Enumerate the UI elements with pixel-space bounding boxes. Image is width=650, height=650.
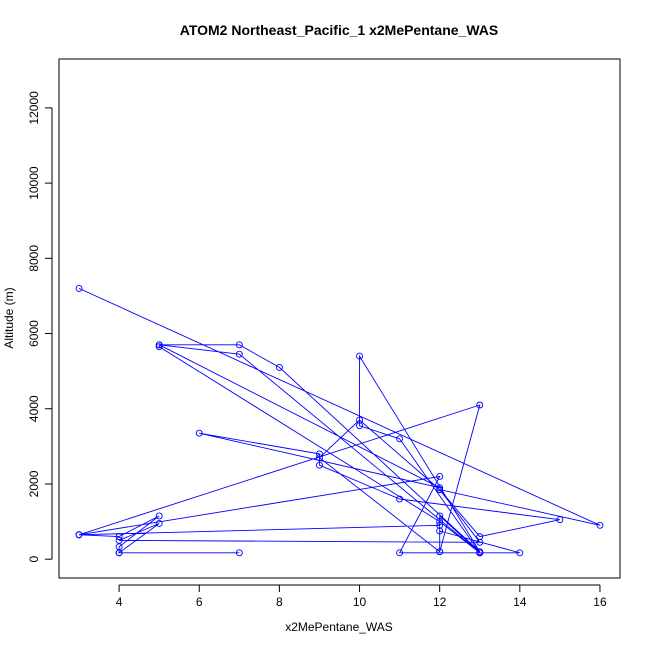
- data-point: [476, 549, 484, 557]
- data-point: [436, 486, 444, 494]
- data-point: [396, 435, 404, 443]
- x-tick-label: 16: [593, 595, 607, 609]
- data-point: [596, 521, 604, 529]
- x-tick-label: 12: [433, 595, 447, 609]
- y-tick-label: 0: [27, 556, 41, 563]
- x-tick-label: 6: [196, 595, 203, 609]
- axes: 4 6 8 10 12 14 16 0 2000 4000 6000 8000 10000 12000: [27, 91, 607, 609]
- data-point: [195, 429, 203, 437]
- y-tick-label: 12000: [27, 91, 41, 125]
- data-point: [316, 454, 323, 462]
- plot-area: [75, 284, 604, 557]
- data-point: [476, 401, 484, 409]
- data-point: [75, 531, 83, 539]
- series-line: [78, 287, 601, 554]
- data-point: [155, 520, 163, 527]
- data-point: [436, 527, 444, 535]
- data-point: [396, 495, 404, 503]
- data-point: [75, 284, 83, 292]
- data-point: [396, 549, 404, 557]
- y-tick-label: 8000: [27, 245, 41, 272]
- data-point: [516, 549, 524, 557]
- data-point: [115, 533, 123, 541]
- y-tick-label: 2000: [27, 470, 41, 497]
- y-tick-label: 6000: [27, 320, 41, 347]
- y-tick-label: 4000: [27, 395, 41, 422]
- data-point: [436, 512, 444, 520]
- data-point: [356, 352, 363, 360]
- x-tick-label: 4: [116, 595, 123, 609]
- data-point: [436, 484, 444, 492]
- x-axis-label: x2MePentane_WAS: [285, 620, 393, 634]
- plot-frame: [58, 58, 621, 579]
- x-tick-label: 10: [353, 595, 367, 609]
- data-point: [155, 341, 163, 349]
- x-tick-label: 14: [513, 595, 527, 609]
- data-point: [556, 516, 564, 524]
- data-point: [316, 461, 323, 469]
- data-point: [436, 548, 444, 556]
- data-point: [476, 538, 484, 546]
- data-point: [155, 343, 163, 351]
- data-point: [155, 512, 163, 520]
- y-tick-label: 10000: [27, 166, 41, 200]
- data-point: [316, 450, 323, 458]
- data-point: [235, 549, 243, 557]
- data-point: [275, 363, 283, 371]
- x-tick-label: 8: [276, 595, 283, 609]
- data-point: [235, 350, 243, 358]
- data-point: [235, 341, 243, 349]
- chart-title: ATOM2 Northeast_Pacific_1 x2MePentane_WA…: [180, 22, 499, 38]
- data-point: [115, 543, 123, 551]
- data-point: [436, 473, 444, 480]
- data-point: [356, 416, 363, 424]
- y-axis-label: Altitude (m): [2, 287, 16, 348]
